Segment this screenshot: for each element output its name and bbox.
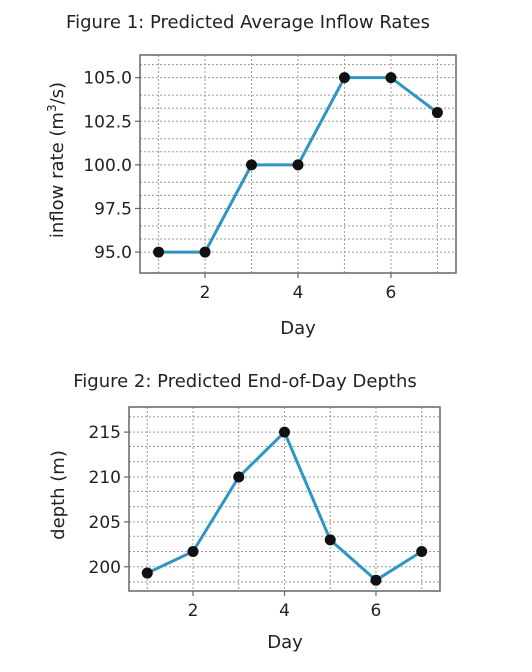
figure-1-y-axis-label-superscript: 3 [45, 104, 59, 112]
figure-2-data-point-day-6 [370, 574, 382, 586]
figure-1-data-point-day-5 [338, 72, 350, 84]
figure-1-y-ticks: 95.0 97.5 100.0 102.5 105.0 [83, 69, 140, 263]
figure-2-y-ticks: 200 205 210 215 [89, 423, 129, 578]
figure-2-chart: Figure 2: Predicted End-of-Day Depths de… [48, 371, 441, 653]
figure-2-data-point-day-3 [233, 471, 245, 483]
figure-1-title: Figure 1: Predicted Average Inflow Rates [66, 12, 430, 33]
figure-2-y-tick-label-0: 200 [89, 558, 121, 578]
figure-2-data-point-day-7 [416, 546, 428, 558]
figure-1-x-tick-label-0: 2 [200, 283, 211, 303]
figure-1-y-axis-label-tail: /s) [47, 82, 68, 104]
figure-1-data-point-day-2 [199, 246, 211, 258]
figure-2-grid [129, 407, 440, 591]
figure-1-points [153, 72, 443, 258]
figure-2-plot-frame [128, 406, 441, 592]
figure-1-y-axis-label-main: inflow rate (m [47, 112, 68, 238]
figure-1-x-tick-label-1: 4 [293, 283, 304, 303]
figure-2-x-ticks: 2 4 6 [188, 591, 382, 621]
figure-1-y-tick-label-1: 97.5 [94, 199, 132, 219]
figure-2-y-axis-label-main: depth (m) [48, 450, 69, 540]
figure-2-x-tick-label-2: 6 [371, 601, 382, 621]
figure-1-data-point-day-1 [153, 246, 165, 258]
figure-1-plot-frame [139, 54, 457, 274]
figure-2-y-tick-label-3: 215 [89, 423, 121, 443]
figure-2-y-tick-label-2: 210 [89, 468, 121, 488]
figure-1-y-axis-label: inflow rate (m3/s) [45, 82, 68, 238]
figure-1-y-tick-label-4: 105.0 [83, 69, 132, 89]
figure-2-title: Figure 2: Predicted End-of-Day Depths [73, 371, 417, 392]
figure-1-y-tick-label-0: 95.0 [94, 243, 132, 263]
figure-1-data-point-day-4 [292, 159, 304, 171]
figure-1-x-axis-label: Day [280, 318, 316, 339]
figure-1-data-point-day-6 [385, 72, 397, 84]
figure-2-series-line [146, 430, 423, 582]
figure-1-data-point-day-3 [246, 159, 258, 171]
figure-2-data-point-day-5 [324, 534, 336, 546]
figure-2-points [141, 426, 428, 586]
figure-1-grid [140, 55, 456, 274]
figure-2-data-point-day-2 [187, 546, 199, 558]
figure-1-chart: Figure 1: Predicted Average Inflow Rates… [45, 12, 457, 339]
figure-1-y-tick-label-3: 102.5 [83, 112, 132, 132]
figure-1-y-tick-label-2: 100.0 [83, 156, 132, 176]
figure-2-x-tick-label-0: 2 [188, 601, 199, 621]
figure-2-x-tick-label-1: 4 [279, 601, 290, 621]
figure-2-y-tick-label-1: 205 [89, 513, 121, 533]
figure-2-data-point-day-4 [279, 426, 290, 438]
figure-1-x-tick-label-2: 6 [386, 283, 397, 303]
figure-1-x-ticks: 2 4 6 [200, 273, 397, 303]
figure-2-data-point-day-1 [141, 567, 153, 579]
figure-1-data-point-day-7 [431, 107, 443, 119]
figure-2-x-axis-label: Day [267, 632, 303, 653]
figure-2-y-axis-label: depth (m) [48, 450, 69, 540]
